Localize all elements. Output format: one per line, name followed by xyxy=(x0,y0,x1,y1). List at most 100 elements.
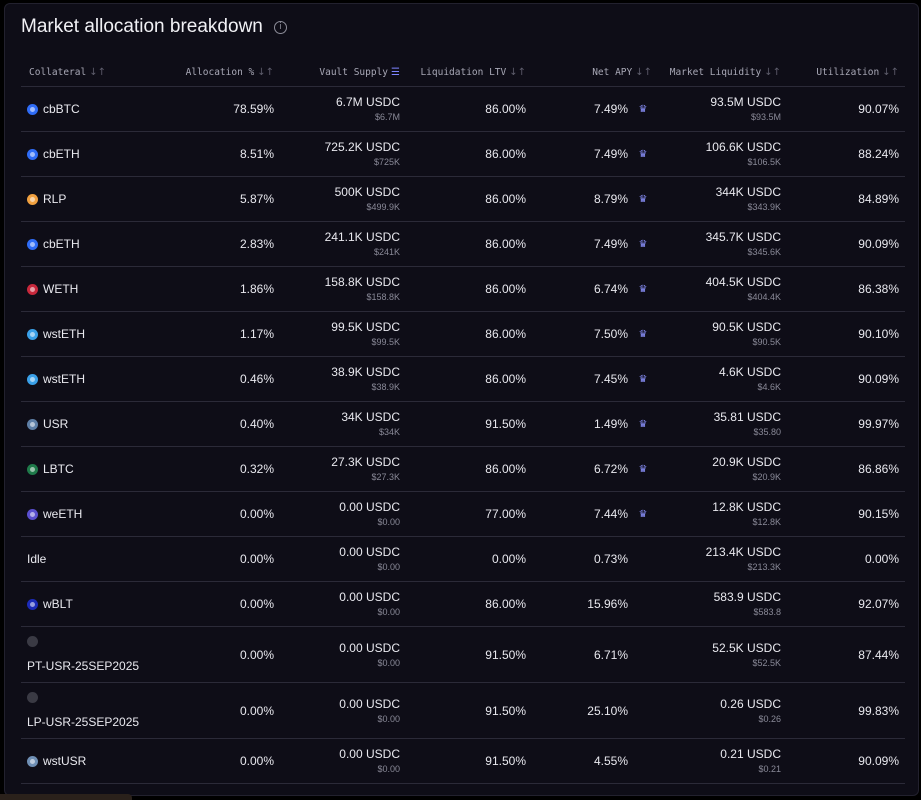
collateral-name: wBLT xyxy=(43,597,73,611)
trophy-icon[interactable]: ♛ xyxy=(638,103,648,115)
trophy-icon[interactable]: ♛ xyxy=(638,463,648,475)
col-header-liquidation-ltv[interactable]: Liquidation LTV ↓↑ xyxy=(400,59,526,87)
market-liquidity-usd: $0.26 xyxy=(758,713,781,724)
net-apy-cell: 7.49% ♛ xyxy=(526,131,652,177)
vault-supply-cell: 0.00 USDC $0.00 xyxy=(274,682,400,739)
table-row[interactable]: PT-USR-25SEP2025 0.00% 0.00 USDC $0.00 9… xyxy=(21,626,905,683)
panel-header: Market allocation breakdown i xyxy=(21,16,287,38)
sort-descending-icon[interactable]: ☰ xyxy=(391,67,400,78)
net-apy-value: 8.79% xyxy=(593,192,628,206)
token-icon xyxy=(27,193,38,205)
market-liquidity-value: 344K USDC xyxy=(715,185,781,199)
col-header-market-liquidity[interactable]: Market Liquidity ↓↑ xyxy=(652,59,781,87)
trophy-icon[interactable]: ♛ xyxy=(638,508,648,520)
vault-supply-value: 34K USDC xyxy=(341,410,400,424)
table-row[interactable]: LBTC 0.32% 27.3K USDC $27.3K 86.00% 6.72… xyxy=(21,446,905,492)
sort-icon[interactable]: ↓↑ xyxy=(509,67,526,78)
allocation-cell: 0.00% xyxy=(141,626,274,683)
vault-supply-cell: 0.00 USDC $0.00 xyxy=(274,491,400,537)
net-apy-value: 7.50% xyxy=(593,327,628,341)
vault-supply-usd: $241K xyxy=(373,247,400,257)
net-apy-cell: 6.71%♛ xyxy=(526,626,652,683)
market-liquidity-cell: 0.21 USDC $0.21 xyxy=(652,738,781,784)
info-icon[interactable]: i xyxy=(273,20,287,34)
allocation-cell: 0.00% xyxy=(141,738,274,784)
trophy-icon[interactable]: ♛ xyxy=(638,373,648,385)
trophy-icon[interactable]: ♛ xyxy=(638,238,648,250)
trophy-icon[interactable]: ♛ xyxy=(638,328,648,340)
col-header-collateral[interactable]: Collateral ↓↑ xyxy=(21,59,141,87)
sort-icon[interactable]: ↓↑ xyxy=(257,67,274,78)
table-row[interactable]: USR 0.40% 34K USDC $34K 91.50% 1.49% ♛ 35… xyxy=(21,401,905,447)
sort-icon[interactable]: ↓↑ xyxy=(882,67,899,78)
sort-icon[interactable]: ↓↑ xyxy=(764,67,781,78)
vault-supply-value: 725.2K USDC xyxy=(324,140,400,154)
table-row[interactable]: LP-USR-25SEP2025 0.00% 0.00 USDC $0.00 9… xyxy=(21,682,905,739)
col-header-allocation[interactable]: Allocation % ↓↑ xyxy=(141,59,274,87)
market-liquidity-usd: $213.3K xyxy=(747,562,781,572)
market-liquidity-cell: 345.7K USDC $345.6K xyxy=(652,221,781,267)
table-row[interactable]: wBLT 0.00% 0.00 USDC $0.00 86.00% 15.96%… xyxy=(21,581,905,627)
collateral-name: cbETH xyxy=(43,237,80,251)
table-row[interactable]: cbETH 8.51% 725.2K USDC $725K 86.00% 7.4… xyxy=(21,131,905,177)
allocation-cell: 0.00% xyxy=(141,536,274,582)
col-header-net-apy[interactable]: Net APY ↓↑ xyxy=(526,59,652,87)
sort-icon[interactable]: ↓↑ xyxy=(635,67,652,78)
table-row[interactable]: WETH 1.86% 158.8K USDC $158.8K 86.00% 6.… xyxy=(21,266,905,312)
col-header-vault-supply[interactable]: Vault Supply ☰ xyxy=(274,59,400,87)
net-apy-cell: 8.79% ♛ xyxy=(526,176,652,222)
table-row[interactable]: wstETH 0.46% 38.9K USDC $38.9K 86.00% 7.… xyxy=(21,356,905,402)
utilization-cell: 90.15% xyxy=(781,491,905,537)
utilization-cell: 86.86% xyxy=(781,446,905,492)
utilization-cell: 87.44% xyxy=(781,626,905,683)
table-row[interactable]: Idle 0.00% 0.00 USDC $0.00 0.00% 0.73%♛ … xyxy=(21,536,905,582)
market-liquidity-value: 0.21 USDC xyxy=(720,747,781,761)
net-apy-cell: 7.49% ♛ xyxy=(526,221,652,267)
market-liquidity-cell: 213.4K USDC $213.3K xyxy=(652,536,781,582)
net-apy-value: 7.49% xyxy=(593,102,628,116)
col-header-utilization[interactable]: Utilization ↓↑ xyxy=(781,59,905,87)
trophy-icon[interactable]: ♛ xyxy=(638,193,648,205)
vault-supply-cell: 99.5K USDC $99.5K xyxy=(274,311,400,357)
market-liquidity-usd: $52.5K xyxy=(752,657,781,668)
collateral-cell: wstUSR xyxy=(21,738,141,784)
table-row[interactable]: wstUSR 0.00% 0.00 USDC $0.00 91.50% 4.55… xyxy=(21,738,905,784)
collateral-name: LP-USR-25SEP2025 xyxy=(27,715,140,729)
trophy-icon[interactable]: ♛ xyxy=(638,283,648,295)
ltv-cell: 91.50% xyxy=(400,738,526,784)
vault-supply-usd: $0.00 xyxy=(377,764,400,774)
vault-supply-usd: $0.00 xyxy=(377,517,400,527)
collateral-cell: wBLT xyxy=(21,581,141,627)
vault-supply-usd: $6.7M xyxy=(374,112,400,122)
ltv-cell: 86.00% xyxy=(400,266,526,312)
allocation-cell: 0.00% xyxy=(141,682,274,739)
collateral-name: PT-USR-25SEP2025 xyxy=(27,659,140,673)
table-row[interactable]: weETH 0.00% 0.00 USDC $0.00 77.00% 7.44%… xyxy=(21,491,905,537)
collateral-cell: cbETH xyxy=(21,131,141,177)
collateral-cell: cbETH xyxy=(21,221,141,267)
market-liquidity-value: 4.6K USDC xyxy=(718,365,781,379)
vault-supply-value: 500K USDC xyxy=(334,185,400,199)
vault-supply-cell: 725.2K USDC $725K xyxy=(274,131,400,177)
net-apy-cell: 7.45% ♛ xyxy=(526,356,652,402)
ltv-cell: 86.00% xyxy=(400,221,526,267)
allocation-cell: 0.00% xyxy=(141,581,274,627)
utilization-cell: 86.38% xyxy=(781,266,905,312)
table-row[interactable]: wstETH 1.17% 99.5K USDC $99.5K 86.00% 7.… xyxy=(21,311,905,357)
vault-supply-value: 0.00 USDC xyxy=(339,640,400,655)
ltv-cell: 86.00% xyxy=(400,311,526,357)
vault-supply-usd: $34K xyxy=(378,427,400,437)
trophy-icon[interactable]: ♛ xyxy=(638,418,648,430)
table-row[interactable]: cbETH 2.83% 241.1K USDC $241K 86.00% 7.4… xyxy=(21,221,905,267)
trophy-icon[interactable]: ♛ xyxy=(638,148,648,160)
market-liquidity-value: 345.7K USDC xyxy=(705,230,781,244)
ltv-cell: 91.50% xyxy=(400,626,526,683)
sort-icon[interactable]: ↓↑ xyxy=(89,67,106,78)
table-row[interactable]: cbBTC 78.59% 6.7M USDC $6.7M 86.00% 7.49… xyxy=(21,86,905,132)
collateral-name: weETH xyxy=(43,507,83,521)
net-apy-value: 6.72% xyxy=(593,462,628,476)
net-apy-value: 1.49% xyxy=(593,417,628,431)
net-apy-cell: 0.73%♛ xyxy=(526,536,652,582)
market-liquidity-usd: $35.80 xyxy=(753,427,781,437)
table-row[interactable]: RLP 5.87% 500K USDC $499.9K 86.00% 8.79%… xyxy=(21,176,905,222)
